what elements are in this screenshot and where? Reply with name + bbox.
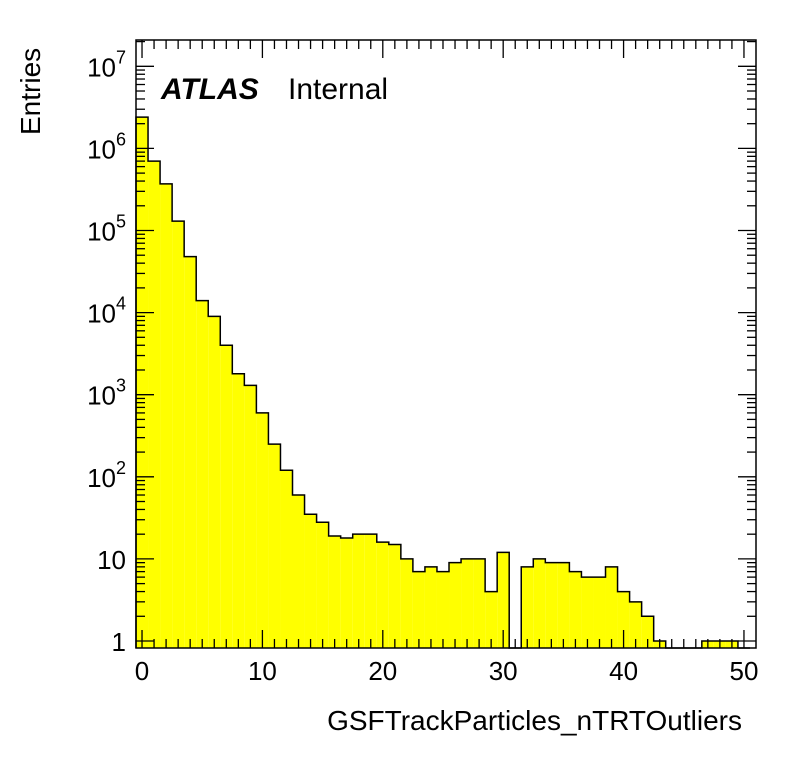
histogram-bar	[473, 558, 486, 648]
histogram-bar	[436, 571, 450, 648]
axis-ticks	[136, 40, 756, 648]
x-tick-label: 0	[135, 656, 149, 686]
plot-frame	[135, 39, 757, 649]
y-tick-label: 1	[112, 627, 126, 657]
histogram-bar	[533, 558, 546, 648]
histogram-bar	[449, 562, 462, 648]
histogram-bar	[617, 591, 630, 648]
histogram-bar	[172, 221, 185, 648]
x-axis-title: GSFTrackParticles_nTRTOutliers	[327, 705, 742, 736]
histogram-bar	[316, 522, 329, 648]
histogram-bar	[352, 534, 365, 648]
histogram-bar	[424, 566, 437, 648]
y-tick-label: 107	[87, 47, 126, 82]
histogram-bar	[328, 536, 341, 648]
x-tick-label: 20	[368, 656, 397, 686]
histogram-bar	[376, 542, 389, 648]
histogram-bar	[605, 566, 618, 648]
y-tick-label: 102	[87, 458, 126, 493]
histogram-bar	[208, 316, 221, 648]
histogram-bar	[364, 534, 377, 648]
histogram-bar	[641, 616, 654, 648]
x-tick-label: 10	[248, 656, 277, 686]
histogram-bar	[569, 571, 582, 648]
histogram-bar	[160, 183, 173, 648]
y-tick-label: 105	[87, 212, 126, 247]
y-tick-label: 103	[87, 376, 126, 411]
x-tick-label: 50	[730, 656, 759, 686]
histogram-bar	[497, 552, 510, 648]
histogram-bar	[268, 444, 281, 648]
histogram-bar	[557, 562, 570, 648]
y-tick-label: 106	[87, 129, 126, 164]
x-tick-label: 30	[489, 656, 518, 686]
histogram-bar	[184, 256, 197, 648]
y-axis-title: Entries	[15, 48, 46, 135]
histogram-bar	[340, 537, 353, 648]
histogram-bars	[136, 117, 738, 649]
histogram-bar	[136, 117, 149, 649]
x-tick-label: 40	[609, 656, 638, 686]
histogram-bar	[232, 373, 245, 648]
histogram-bar	[485, 591, 498, 648]
histogram-bar	[196, 300, 209, 648]
histogram-bar	[148, 161, 161, 649]
histogram-bar	[521, 566, 534, 648]
histogram-bar	[280, 470, 293, 648]
histogram-bar	[256, 412, 269, 648]
histogram-bar	[304, 514, 317, 648]
status-label: Internal	[288, 73, 388, 106]
histogram-bar	[581, 577, 594, 648]
histogram-bar	[629, 601, 642, 648]
histogram-bar	[292, 495, 305, 648]
histogram-bar	[593, 577, 606, 648]
histogram-bar	[388, 544, 401, 648]
y-tick-label: 104	[87, 294, 126, 329]
histogram-bar	[244, 385, 257, 648]
histogram-bar	[400, 558, 413, 648]
y-tick-labels: 1 10 102 103 104 105 106 107	[87, 47, 126, 657]
histogram-bar	[412, 571, 425, 648]
histogram-outline	[135, 116, 750, 649]
histogram-bar	[545, 562, 558, 648]
histogram-bar	[220, 345, 233, 648]
histogram-bar	[461, 558, 474, 648]
atlas-label: ATLAS	[160, 73, 259, 106]
x-tick-labels: 0 10 20 30 40 50	[135, 656, 759, 686]
y-tick-label: 10	[97, 545, 126, 575]
